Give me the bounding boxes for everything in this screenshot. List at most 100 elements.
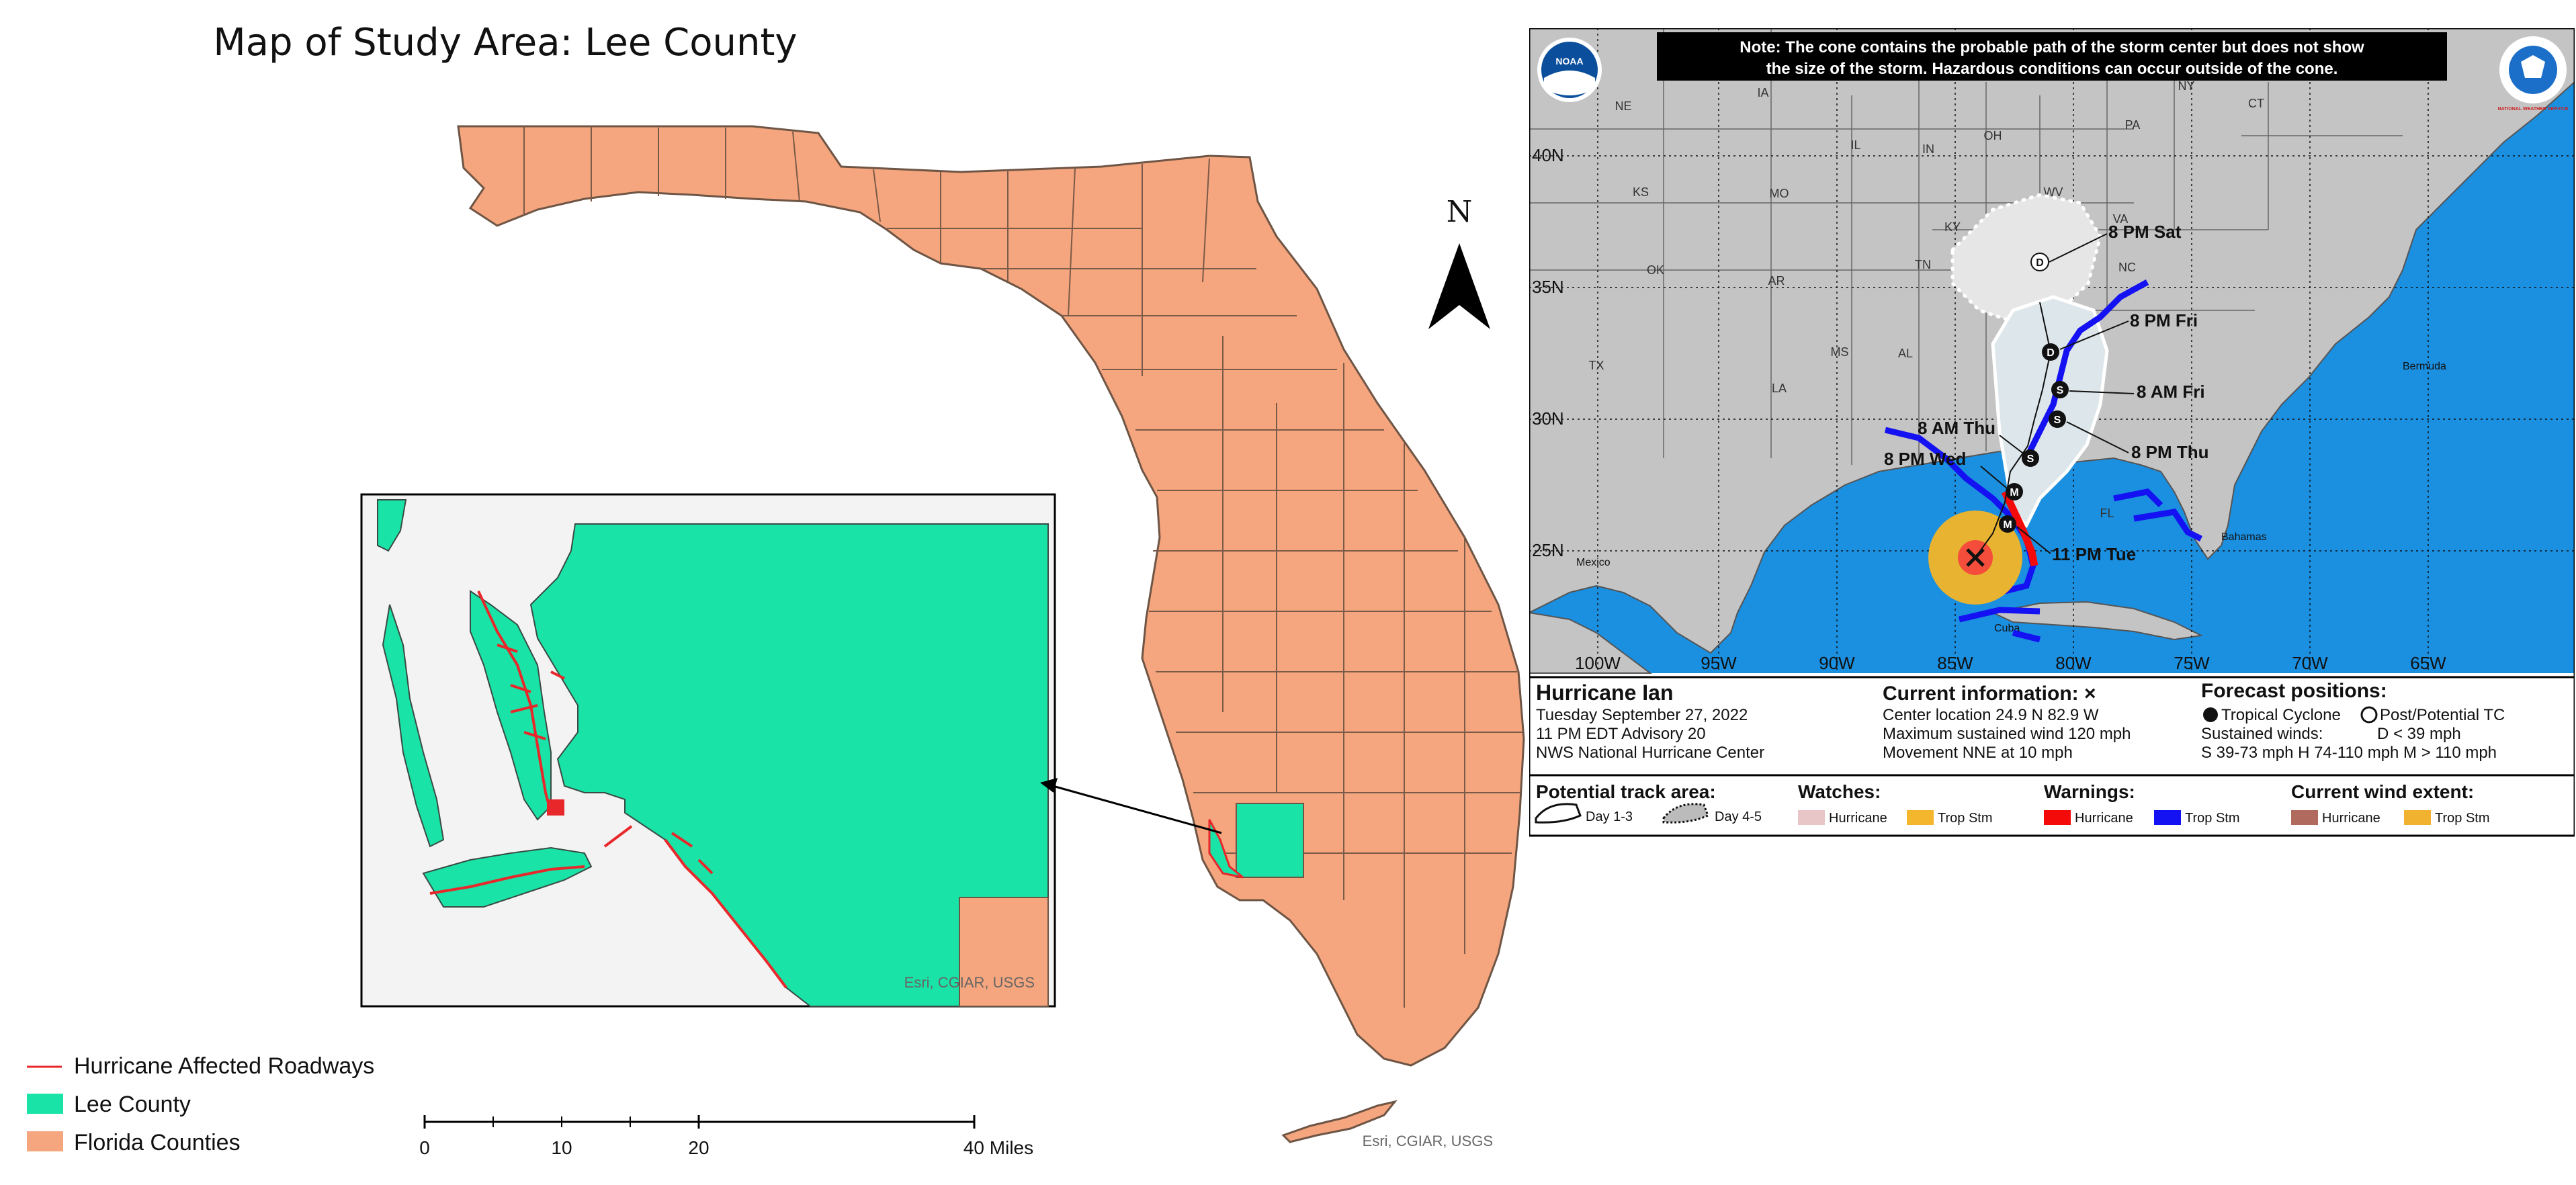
state-label-fl: FL [2100, 507, 2114, 520]
forecast-positions-title: Forecast positions: [2201, 680, 2387, 702]
day4-5-icon [1662, 803, 1709, 824]
north-arrow[interactable]: N [1428, 195, 1490, 329]
watch-hurricane-swatch [1798, 810, 1825, 825]
sustained-winds-d: D < 39 mph [2377, 725, 2461, 743]
lat-label-25n: 25N [1532, 540, 1564, 560]
map-legend: Hurricane Affected Roadways Lee County F… [27, 1053, 374, 1155]
state-label-ia: IA [1757, 86, 1768, 99]
forecast-point-8pm-wed: M [2006, 483, 2023, 500]
lon-label-80w: 80W [2055, 653, 2092, 673]
legend-item-lee-county: Lee County [27, 1092, 191, 1117]
inset-pine-island [470, 590, 552, 821]
noaa-logo-text: NOAA [1555, 56, 1583, 67]
forecast-track-line [1975, 302, 2052, 558]
info-panel [1529, 677, 2575, 771]
warning-hurricane-swatch [2044, 810, 2071, 825]
state-label-ar: AR [1768, 274, 1785, 288]
label-8am-fri: 8 AM Fri [2137, 382, 2205, 402]
watch-tropstorm-swatch [1907, 810, 1934, 825]
label-11pm-tue: 11 PM Tue [2052, 544, 2136, 564]
watches-title: Watches: [1798, 781, 1881, 802]
scale-tick-20: 20 [688, 1137, 709, 1158]
latitude-labels: 40N 35N 30N 25N [1532, 145, 1564, 560]
scale-tick-0: 0 [419, 1137, 430, 1158]
state-label-ks: KS [1633, 185, 1649, 199]
inset-captiva-island [382, 604, 445, 848]
sustained-winds-label: Sustained winds: [2201, 725, 2323, 743]
warnings-title: Warnings: [2044, 781, 2135, 802]
tropical-storm-warning-bahamas [1958, 488, 2203, 643]
inset-affected-roadways [429, 590, 787, 989]
state-label-oh: OH [1984, 129, 2002, 142]
nws-logo[interactable]: NATIONAL WEATHER SERVICE [2498, 36, 2569, 112]
lee-county-locator-coast [1208, 819, 1244, 879]
label-8am-thu: 8 AM Thu [1918, 418, 1995, 438]
legend-florida-label: Florida Counties [74, 1130, 241, 1155]
scale-bar: 0 10 20 40 Miles [419, 1115, 1033, 1158]
state-label-nc: NC [2118, 261, 2136, 274]
current-movement: Movement NNE at 10 mph [1883, 744, 2073, 762]
noaa-logo[interactable]: NOAA [1537, 38, 1602, 102]
wind-tropstorm-label: Trop Stm [2435, 811, 2490, 826]
note-line-2: the size of the storm. Hazardous conditi… [1766, 60, 2338, 78]
forecast-point-11pm-tue: M [1999, 515, 2016, 533]
lon-label-75w: 75W [2174, 653, 2210, 673]
wind-hurricane-label: Hurricane [2322, 811, 2380, 826]
storm-name: Hurricane Ian [1536, 681, 1674, 705]
lon-label-90w: 90W [1819, 653, 1855, 673]
inset-neighbor-county [959, 897, 1049, 1007]
marker-symbol-8am-thu: S [2027, 453, 2034, 465]
state-label-ct: CT [2248, 97, 2264, 110]
lon-label-70w: 70W [2292, 653, 2328, 673]
legend-roadways-label: Hurricane Affected Roadways [74, 1053, 374, 1079]
watch-tropstorm-label: Trop Stm [1938, 811, 1993, 826]
tropical-cyclone-legend-label: Tropical Cyclone [2221, 706, 2341, 724]
lon-label-85w: 85W [1937, 653, 1973, 673]
state-label-al: AL [1898, 347, 1913, 360]
lat-label-35n: 35N [1532, 277, 1564, 297]
warning-tropstorm-label: Trop Stm [2185, 811, 2240, 826]
state-label-in: IN [1922, 142, 1934, 156]
legend-lee-county-label: Lee County [74, 1092, 191, 1117]
wind-extent-title: Current wind extent: [2291, 781, 2474, 802]
day1-3-icon [1535, 803, 1582, 824]
north-arrow-label: N [1447, 195, 1473, 229]
label-8pm-wed: 8 PM Wed [1884, 449, 1966, 469]
legend-lee-county-swatch [27, 1094, 63, 1114]
lat-label-40n: 40N [1532, 145, 1564, 165]
marker-symbol-11pm-tue: M [2003, 519, 2012, 531]
storm-source: NWS National Hurricane Center [1536, 744, 1764, 762]
longitude-labels: 100W 95W 90W 85W 80W 75W 70W 65W [1575, 653, 2446, 673]
wind-tropstorm-swatch [2404, 810, 2431, 825]
legend-item-roadways: Hurricane Affected Roadways [27, 1053, 374, 1079]
inset-roadway-cluster [547, 799, 564, 816]
state-label-tx: TX [1588, 359, 1604, 372]
storm-date: Tuesday September 27, 2022 [1536, 706, 1748, 724]
note-line-1: Note: The cone contains the probable pat… [1740, 38, 2364, 56]
forecast-point-8am-fri: S [2051, 381, 2069, 398]
warning-tropstorm-swatch [2154, 810, 2181, 825]
tropical-cyclone-legend-icon [2203, 707, 2218, 722]
day4-5-label: Day 4-5 [1715, 809, 1762, 824]
marker-symbol-8pm-thu: S [2054, 414, 2061, 426]
forecast-point-8pm-fri: D [2042, 343, 2059, 361]
sustained-winds-categories: S 39-73 mph H 74-110 mph M > 110 mph [2201, 744, 2497, 762]
marker-symbol-8am-fri: S [2057, 385, 2064, 396]
place-label-bahamas: Bahamas [2221, 531, 2267, 543]
north-arrow-icon [1428, 243, 1490, 329]
label-8pm-fri: 8 PM Fri [2130, 310, 2198, 331]
wind-hurricane-swatch [2291, 810, 2318, 825]
current-info-title: Current information: × [1883, 683, 2096, 705]
marker-symbol-8pm-sat: D [2036, 257, 2044, 269]
forecast-labels: 8 PM Sat 8 PM Fri 8 AM Fri 8 PM Thu 8 AM… [1884, 222, 2209, 564]
forecast-point-8pm-thu: S [2049, 410, 2066, 428]
day1-3-label: Day 1-3 [1586, 809, 1633, 824]
state-label-tn: TN [1915, 258, 1931, 271]
inset-lee-county-mainland [529, 523, 1049, 1007]
marker-symbol-8pm-wed: M [2010, 487, 2018, 498]
inset-north-island [377, 499, 407, 552]
nws-logo-text: NATIONAL WEATHER SERVICE [2498, 107, 2569, 112]
scale-tick-40: 40 Miles [963, 1137, 1033, 1158]
post-tc-legend-label: Post/Potential TC [2380, 706, 2505, 724]
hurricane-ian-forecast-cone: NE IA IL IN OH PA NY CT KS MO KY WV VA T… [1529, 28, 2575, 837]
